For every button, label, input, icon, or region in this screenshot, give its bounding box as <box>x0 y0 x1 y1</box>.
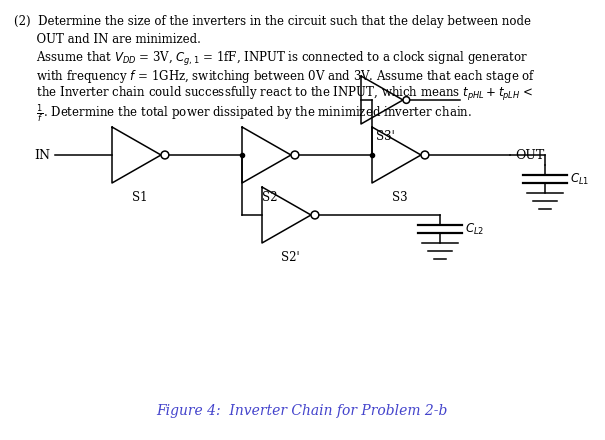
Text: OUT: OUT <box>515 149 544 161</box>
Text: IN: IN <box>34 149 50 161</box>
Text: $C_{L2}$: $C_{L2}$ <box>465 221 484 237</box>
Text: $C_{L1}$: $C_{L1}$ <box>570 172 589 187</box>
Circle shape <box>291 151 299 159</box>
Circle shape <box>161 151 169 159</box>
Text: S2': S2' <box>281 251 299 264</box>
Text: Assume that $V_{DD}$ = 3V, $C_{g,1}$ = 1fF, INPUT is connected to a clock signal: Assume that $V_{DD}$ = 3V, $C_{g,1}$ = 1… <box>14 50 528 68</box>
Text: (2)  Determine the size of the inverters in the circuit such that the delay betw: (2) Determine the size of the inverters … <box>14 15 531 28</box>
Text: S2: S2 <box>262 191 278 204</box>
Text: $\frac{1}{f}$. Determine the total power dissipated by the minimized inverter ch: $\frac{1}{f}$. Determine the total power… <box>14 103 472 125</box>
Circle shape <box>421 151 429 159</box>
Text: the Inverter chain could successfully react to the INPUT, which means $t_{pHL}+t: the Inverter chain could successfully re… <box>14 85 534 103</box>
Text: OUT and IN are minimized.: OUT and IN are minimized. <box>14 33 201 45</box>
Text: S3': S3' <box>376 130 394 143</box>
Text: S1: S1 <box>132 191 148 204</box>
Text: Figure 4:  Inverter Chain for Problem 2-b: Figure 4: Inverter Chain for Problem 2-b <box>156 404 448 418</box>
Circle shape <box>403 97 410 103</box>
Text: S3: S3 <box>392 191 408 204</box>
Text: with frequency $f$ = 1GHz, switching between 0V and 3V. Assume that each stage o: with frequency $f$ = 1GHz, switching bet… <box>14 67 536 84</box>
Circle shape <box>311 211 319 219</box>
